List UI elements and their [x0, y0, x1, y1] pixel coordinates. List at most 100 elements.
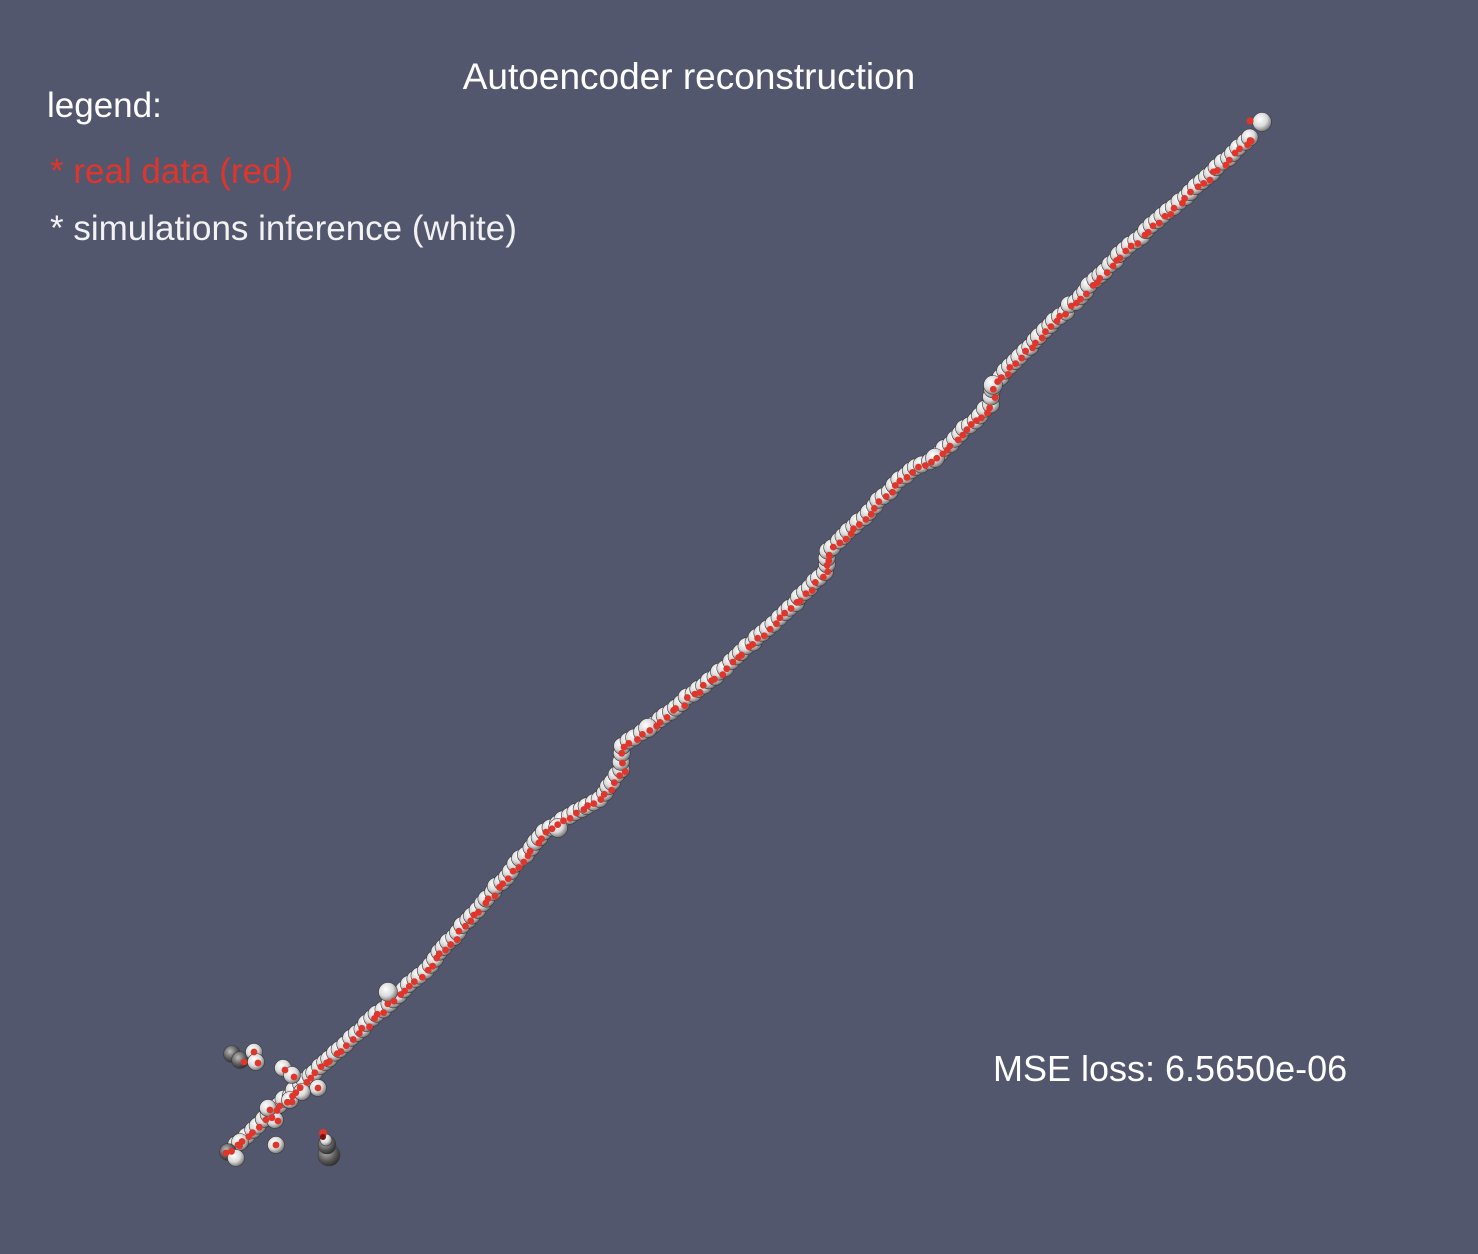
real-data-point — [1096, 274, 1104, 282]
real-data-point — [1134, 240, 1142, 247]
real-data-point — [384, 1000, 392, 1008]
real-data-point — [616, 772, 624, 780]
real-data-point — [850, 525, 857, 533]
real-data-point — [862, 516, 870, 523]
real-data-point — [317, 1063, 325, 1071]
real-data-point — [520, 858, 528, 866]
real-data-point — [1038, 334, 1046, 342]
real-data-point — [410, 978, 418, 986]
real-data-point — [573, 809, 580, 817]
real-data-point — [824, 568, 832, 576]
real-data-point — [526, 847, 534, 855]
real-data-point — [882, 493, 890, 500]
real-data-point — [240, 1058, 248, 1066]
real-data-point — [1122, 247, 1130, 255]
real-data-point — [959, 431, 967, 439]
real-data-point — [262, 1116, 270, 1124]
real-data-point — [484, 895, 492, 903]
real-data-point — [314, 1084, 322, 1092]
legend-simulations: * simulations inference (white) — [50, 209, 517, 248]
real-data-point — [1067, 302, 1075, 310]
real-data-point — [276, 1102, 284, 1110]
real-data-point — [418, 973, 426, 981]
real-data-point — [373, 1010, 381, 1018]
real-data-point — [729, 658, 737, 666]
real-data-point — [808, 587, 816, 594]
real-data-point — [342, 1042, 350, 1050]
real-data-point — [1155, 219, 1163, 227]
real-data-point — [1004, 370, 1012, 378]
real-data-point — [855, 521, 863, 528]
real-data-point — [825, 551, 833, 559]
real-data-point — [453, 936, 461, 943]
real-data-point — [723, 665, 731, 673]
real-data-point — [475, 908, 482, 916]
real-data-point — [1187, 188, 1194, 196]
real-data-point — [320, 1134, 326, 1140]
real-data-point — [1056, 312, 1064, 320]
real-data-point — [462, 922, 469, 930]
real-data-point — [639, 730, 646, 738]
real-data-point — [608, 786, 616, 794]
real-data-point — [380, 1009, 388, 1017]
real-data-point — [984, 409, 991, 417]
real-data-point — [358, 1024, 366, 1032]
real-data-point — [967, 421, 975, 428]
real-data-point — [429, 962, 437, 970]
real-data-point — [307, 1074, 315, 1082]
legend-heading: legend: — [47, 86, 162, 125]
real-data-point — [222, 1149, 230, 1157]
real-data-point — [590, 800, 598, 808]
real-data-point — [749, 641, 757, 648]
real-data-point — [401, 987, 409, 995]
real-data-point — [288, 1098, 296, 1106]
real-data-point — [986, 404, 994, 412]
mse-loss-readout: MSE loss: 6.5650e-06 — [993, 1048, 1348, 1089]
real-data-point — [896, 477, 904, 485]
real-data-point — [781, 609, 788, 617]
real-data-point — [773, 620, 780, 628]
real-data-point — [933, 454, 941, 462]
real-data-point — [1247, 137, 1255, 145]
real-data-points — [222, 117, 1255, 1157]
real-data-point — [326, 1058, 333, 1065]
real-data-point — [618, 749, 626, 757]
real-data-point — [915, 463, 922, 471]
real-data-point — [272, 1141, 280, 1149]
real-data-point — [836, 539, 844, 547]
real-data-point — [656, 718, 664, 726]
real-data-point — [1012, 360, 1020, 368]
real-data-point — [455, 927, 463, 935]
real-data-point — [292, 1089, 300, 1097]
real-data-point — [954, 436, 962, 444]
real-data-point — [266, 1106, 274, 1114]
real-data-point — [1206, 176, 1214, 184]
real-data-point — [719, 671, 727, 679]
real-data-point — [754, 634, 762, 642]
real-data-point — [424, 966, 432, 974]
real-data-point — [819, 573, 827, 581]
real-data-point — [281, 1066, 289, 1074]
real-data-point — [621, 768, 629, 776]
real-data-point — [1103, 269, 1111, 277]
real-data-point — [1032, 339, 1039, 347]
real-data-point — [515, 864, 523, 871]
real-data-point — [1042, 328, 1049, 336]
real-data-point — [699, 681, 707, 689]
real-data-point — [683, 694, 691, 701]
real-data-point — [1077, 295, 1084, 303]
real-data-point — [311, 1069, 319, 1077]
real-data-point — [1083, 290, 1090, 298]
real-data-point — [1194, 183, 1202, 191]
real-data-point — [290, 1073, 298, 1081]
real-data-point — [499, 880, 507, 888]
real-data-point — [802, 590, 810, 598]
real-data-point — [1062, 310, 1069, 318]
real-data-point — [504, 875, 512, 883]
real-data-point — [554, 821, 562, 829]
real-data-point — [1022, 347, 1030, 355]
real-data-point — [922, 462, 929, 469]
real-data-point — [255, 1123, 263, 1131]
